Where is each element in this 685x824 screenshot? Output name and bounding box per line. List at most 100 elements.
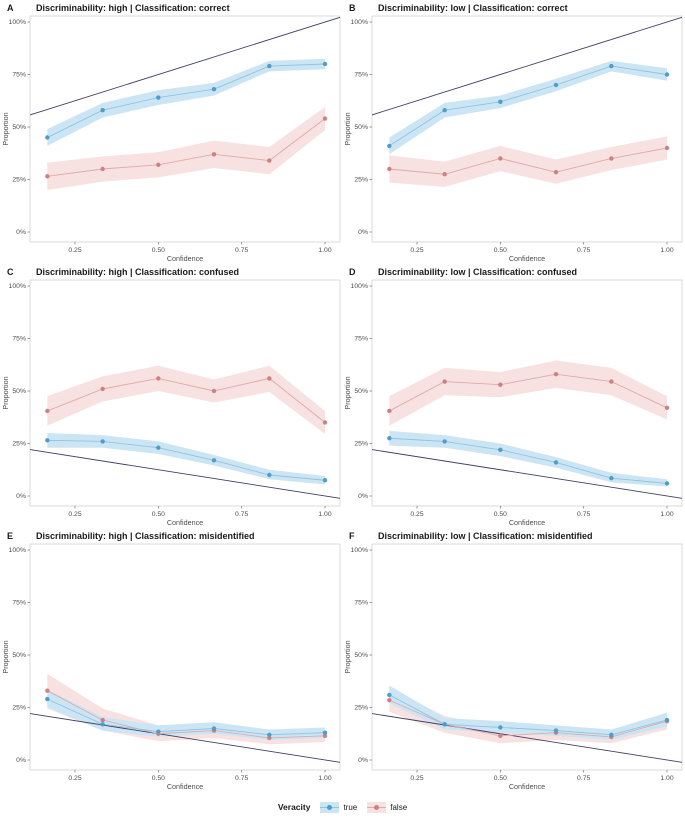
point-true [211, 458, 217, 463]
y-tick-label: 25% [354, 705, 368, 712]
reference-line [371, 16, 683, 116]
y-tick-label: 25% [354, 441, 368, 448]
y-tick-label: 100% [9, 19, 26, 26]
y-axis-title: Proportion [1, 376, 10, 409]
panel-D: D Discriminability: low | Classification:… [342, 264, 684, 528]
point-false [211, 152, 217, 157]
x-tick-label: 1.00 [660, 775, 673, 782]
y-axis-title: Proportion [343, 640, 352, 673]
legend-key-false-icon [367, 801, 387, 813]
point-true [211, 726, 217, 731]
point-false [267, 158, 272, 163]
point-true [100, 108, 105, 113]
point-true [45, 135, 50, 140]
x-axis-title: Confidence [509, 782, 545, 791]
panel-letter: C [7, 267, 14, 277]
y-axis-title: Proportion [1, 640, 10, 673]
panel-B-svg: B Discriminability: low | Classification:… [343, 3, 683, 263]
y-tick-label: 100% [9, 283, 26, 290]
panel-letter: F [349, 531, 355, 541]
reference-line [371, 713, 683, 763]
point-true [387, 436, 392, 441]
x-axis-title: Confidence [509, 518, 545, 527]
point-true [100, 439, 105, 444]
legend: Veracity true false [0, 792, 685, 822]
line-true [47, 63, 326, 138]
panel-B: B Discriminability: low | Classification:… [342, 0, 684, 264]
line-false [47, 690, 326, 739]
legend-item-true[interactable]: true [320, 801, 358, 813]
reference-line [29, 16, 341, 116]
legend-title: Veracity [277, 802, 311, 812]
y-tick-label: 75% [354, 72, 368, 79]
point-true [609, 732, 614, 737]
point-true [387, 143, 392, 149]
point-false [267, 735, 272, 741]
y-tick-label: 75% [12, 336, 26, 343]
y-tick-label: 0% [358, 229, 368, 236]
x-tick-label: 0.75 [577, 775, 590, 782]
plot-area [29, 15, 341, 243]
y-tick-label: 100% [351, 283, 368, 290]
panel-letter: E [7, 531, 13, 541]
ribbon-false [47, 365, 325, 435]
y-tick-label: 50% [354, 388, 368, 395]
point-false [664, 145, 670, 151]
y-tick-label: 100% [9, 547, 26, 554]
panel-C-svg: C Discriminability: high | Classification… [1, 267, 341, 527]
point-false [322, 733, 328, 739]
y-tick-label: 25% [354, 177, 368, 184]
point-true [322, 478, 328, 483]
point-true [156, 445, 161, 450]
line-true [389, 65, 668, 147]
x-tick-label: 0.25 [410, 775, 423, 782]
point-true [442, 108, 447, 113]
reference-line [371, 449, 683, 499]
x-tick-label: 0.25 [410, 511, 423, 518]
point-true [498, 725, 503, 730]
line-true [47, 698, 326, 736]
panel-title: Discriminability: low | Classification: … [378, 531, 593, 541]
x-axis-title: Confidence [509, 254, 545, 263]
point-true [609, 63, 614, 69]
point-false [45, 174, 50, 179]
point-true [45, 696, 50, 702]
point-true [609, 475, 614, 481]
y-tick-label: 75% [354, 336, 368, 343]
x-tick-label: 0.75 [235, 247, 248, 254]
point-false [553, 169, 559, 175]
x-axis-title: Confidence [167, 518, 203, 527]
x-tick-label: 0.50 [494, 775, 507, 782]
panel-E-svg: E Discriminability: high | Classification… [1, 531, 341, 791]
line-true [389, 437, 668, 484]
panel-A: A Discriminability: high | Classification… [0, 0, 342, 264]
ribbon-false [47, 107, 325, 190]
point-true [322, 61, 328, 67]
y-axis-title: Proportion [343, 112, 352, 145]
point-true [267, 63, 272, 69]
point-false [100, 386, 105, 392]
line-false [389, 373, 668, 412]
y-tick-label: 0% [16, 229, 26, 236]
panel-grid: A Discriminability: high | Classification… [0, 0, 684, 792]
y-tick-label: 100% [351, 19, 368, 26]
point-true [664, 72, 670, 77]
point-true [664, 717, 670, 723]
y-axis-title: Proportion [1, 112, 10, 145]
point-false [267, 376, 272, 381]
panel-E: E Discriminability: high | Classification… [0, 528, 342, 792]
point-true [45, 438, 50, 443]
x-tick-label: 0.50 [152, 775, 165, 782]
legend-label-true: true [343, 802, 358, 812]
panel-letter: A [7, 3, 14, 13]
point-true [156, 95, 161, 100]
point-false [387, 697, 392, 703]
legend-item-false[interactable]: false [367, 801, 407, 813]
point-false [156, 376, 161, 381]
legend-key-true-icon [320, 801, 340, 813]
panel-title: Discriminability: high | Classification:… [36, 3, 230, 13]
y-tick-label: 25% [12, 177, 26, 184]
y-tick-label: 0% [358, 757, 368, 764]
point-true [553, 728, 559, 733]
x-tick-label: 0.75 [577, 247, 590, 254]
